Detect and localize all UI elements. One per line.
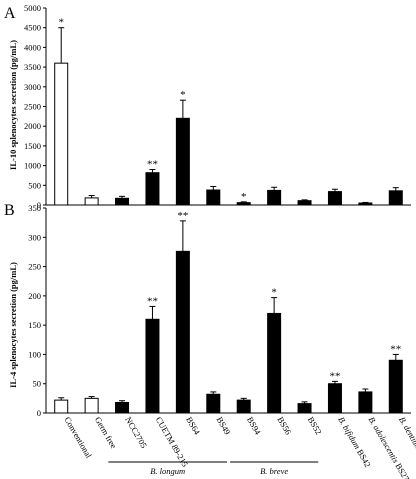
panel-a-y-tick-label: 4000 bbox=[24, 42, 41, 52]
panel-a-ylabel: IL-10 splenocytes secretion (pg/mL) bbox=[8, 40, 18, 170]
panel-b-bar bbox=[388, 359, 403, 414]
panel-a-bar bbox=[236, 202, 251, 206]
panel-a-letter: A bbox=[4, 5, 16, 22]
panel-a-y-tick-label: 2500 bbox=[24, 102, 41, 112]
panel-b-significance-marker: ** bbox=[329, 370, 340, 382]
panel-b-bar bbox=[358, 391, 373, 414]
panel-a-bar bbox=[358, 202, 373, 206]
panel-a-y-tick-label: 0 bbox=[37, 200, 41, 210]
panel-a-y-tick-label: 4500 bbox=[24, 23, 41, 33]
panel-a-significance-marker: ** bbox=[147, 159, 158, 171]
category-label: BS56 bbox=[275, 415, 293, 436]
panel-b-bar bbox=[297, 403, 312, 414]
panel-a-bar bbox=[84, 197, 99, 206]
category-label: B. bifidum BS42 bbox=[336, 415, 373, 469]
panel-b-bar bbox=[267, 312, 282, 414]
category-label: BS94 bbox=[245, 415, 263, 437]
panel-b-ylabel: IL-4 splenocytes secretion (pg/mL) bbox=[8, 262, 18, 388]
panel-b-bar bbox=[175, 250, 190, 414]
panel-a-significance-marker: * bbox=[241, 191, 247, 203]
panel-b-bar bbox=[54, 399, 69, 414]
panel-a-y-tick-label: 1500 bbox=[24, 141, 41, 151]
panel-a-bar bbox=[115, 197, 130, 206]
panel-b-significance-marker: ** bbox=[147, 295, 158, 307]
panel-b-y-tick-label: 50 bbox=[33, 379, 42, 389]
panel-b: B IL-4 splenocytes secretion (pg/mL) 0 50… bbox=[4, 202, 411, 418]
category-label: Conventional bbox=[62, 415, 94, 460]
panel-a-bar bbox=[388, 190, 403, 206]
panel-b-y-tick-label: 350 bbox=[28, 203, 41, 213]
category-label: BS64 bbox=[184, 415, 202, 437]
panel-b-y-tick-label: 100 bbox=[28, 349, 41, 359]
panel-a: A IL-10 splenocytes secretion (pg/mL) 0 5… bbox=[4, 3, 411, 210]
panel-a-bar bbox=[327, 191, 342, 206]
panel-a-y-tick-label: 3000 bbox=[24, 82, 41, 92]
panel-b-letter: B bbox=[4, 202, 15, 219]
panel-b-significance-marker: ** bbox=[390, 343, 401, 355]
panel-a-bar bbox=[267, 189, 282, 206]
category-label: NCC2705 bbox=[123, 415, 149, 450]
panel-b-y-tick-label: 150 bbox=[28, 320, 41, 330]
panel-b-y-tick-label: 300 bbox=[28, 232, 41, 242]
category-label: BS52 bbox=[306, 415, 324, 436]
panel-a-y-tick-label: 5000 bbox=[24, 3, 41, 13]
group-label: B. longum bbox=[150, 466, 185, 476]
panel-b-bar bbox=[327, 383, 342, 414]
panel-a-bar bbox=[297, 200, 312, 206]
panel-b-bar bbox=[145, 318, 160, 414]
panel-b-y-tick-label: 250 bbox=[28, 262, 41, 272]
category-label: BS49 bbox=[215, 415, 233, 436]
panel-a-bar bbox=[175, 117, 190, 206]
panel-a-bar bbox=[206, 189, 221, 206]
panel-a-significance-marker: * bbox=[180, 89, 186, 101]
panel-a-y-tick-label: 2000 bbox=[24, 121, 41, 131]
category-label: CUETM 89-215 bbox=[154, 415, 191, 468]
panel-b-bar bbox=[206, 393, 221, 414]
group-label: B. breve bbox=[260, 466, 288, 476]
panel-a-bar bbox=[54, 62, 69, 206]
panel-a-significance-marker: * bbox=[58, 17, 64, 29]
panel-b-y-tick-label: 0 bbox=[37, 408, 41, 418]
panel-a-y-tick-label: 1000 bbox=[24, 161, 41, 171]
panel-b-bar bbox=[236, 399, 251, 414]
panel-b-significance-marker: * bbox=[271, 287, 277, 299]
panel-b-bar bbox=[84, 397, 99, 414]
panel-a-y-tick-label: 500 bbox=[28, 180, 41, 190]
panel-b-significance-marker: ** bbox=[177, 210, 188, 222]
panel-a-y-tick-label: 3500 bbox=[24, 62, 41, 72]
panel-b-y-tick-label: 200 bbox=[28, 291, 41, 301]
group-labels: B. longum B. breve bbox=[108, 461, 319, 476]
panel-b-bar bbox=[115, 401, 130, 414]
category-label: Germ free bbox=[93, 415, 119, 450]
panel-a-bar bbox=[145, 172, 160, 206]
